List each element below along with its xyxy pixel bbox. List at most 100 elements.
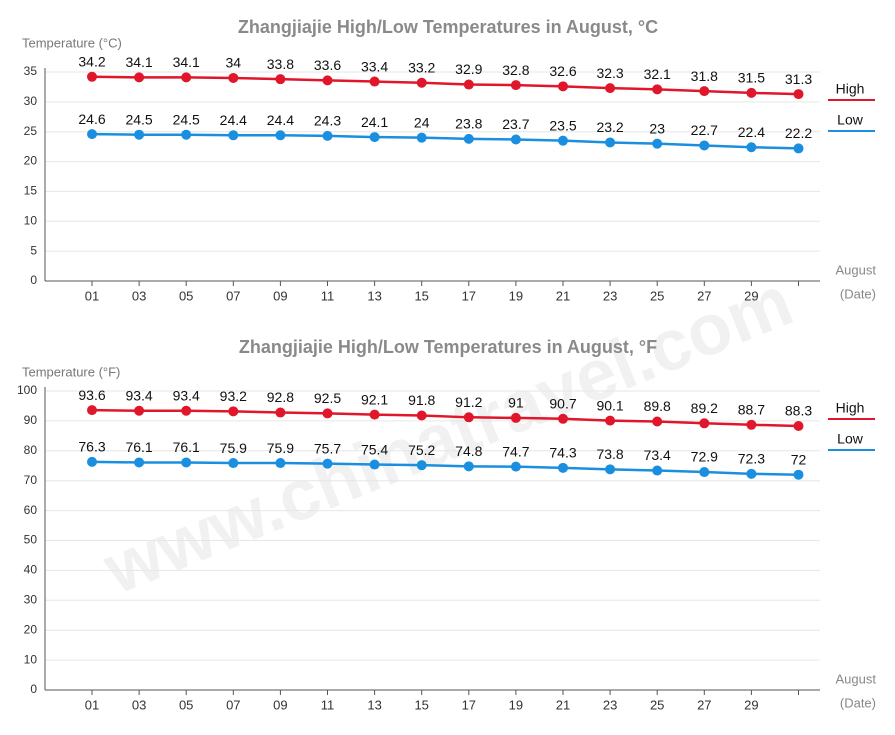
x-tick-label: 27	[697, 288, 711, 303]
data-label: 89.8	[644, 398, 671, 414]
x-tick-label: 29	[744, 697, 758, 712]
data-label: 31.5	[738, 70, 765, 86]
data-label: 73.4	[644, 447, 671, 463]
data-point	[558, 81, 568, 92]
y-tick-label: 0	[30, 273, 37, 287]
data-label: 24.6	[78, 111, 105, 127]
x-axis-unit: (Date)	[840, 695, 876, 710]
data-point	[134, 405, 145, 416]
data-label: 24	[414, 114, 430, 130]
data-label: 88.3	[785, 403, 812, 419]
x-tick-label: 05	[179, 697, 193, 712]
data-point	[322, 458, 333, 469]
x-tick-label: 25	[650, 288, 664, 303]
data-point	[181, 405, 192, 416]
x-tick-label: 09	[273, 697, 287, 712]
y-tick-label: 25	[24, 124, 38, 138]
x-tick-label: 01	[85, 697, 99, 712]
data-point	[510, 134, 521, 145]
data-label: 31.8	[691, 68, 718, 84]
data-point	[558, 135, 568, 146]
data-point	[275, 74, 286, 85]
data-point	[228, 72, 239, 83]
y-tick-label: 15	[24, 184, 38, 198]
data-point	[793, 469, 804, 480]
data-point	[228, 406, 239, 417]
data-label: 33.4	[361, 58, 388, 74]
data-label: 89.2	[691, 400, 718, 416]
data-label: 24.1	[361, 114, 388, 130]
line-series	[91, 460, 799, 476]
chart-title: Zhangjiajie High/Low Temperatures in Aug…	[239, 337, 657, 357]
data-point	[228, 458, 239, 469]
data-label: 73.8	[596, 446, 623, 462]
data-label: 92.1	[361, 391, 388, 407]
data-label: 76.3	[78, 439, 105, 455]
data-point	[463, 412, 474, 423]
data-point	[652, 138, 663, 149]
data-label: 24.5	[173, 111, 200, 127]
data-label: 24.4	[267, 112, 294, 128]
data-point	[699, 418, 710, 429]
y-tick-label: 90	[24, 413, 38, 427]
data-point	[416, 460, 427, 471]
y-tick-label: 50	[24, 533, 38, 547]
data-point	[416, 410, 427, 421]
data-label: 24.4	[220, 112, 247, 128]
data-label: 24.3	[314, 113, 341, 129]
chart-title: Zhangjiajie High/Low Temperatures in Aug…	[238, 17, 658, 37]
data-point	[652, 465, 663, 476]
data-point	[746, 142, 757, 153]
x-tick-label: 15	[414, 697, 428, 712]
data-point	[746, 87, 757, 98]
data-label: 93.6	[78, 387, 105, 403]
data-label: 32.9	[455, 61, 482, 77]
y-tick-label: 80	[24, 443, 38, 457]
data-label: 23.8	[455, 116, 482, 132]
data-label: 75.7	[314, 440, 341, 456]
data-label: 92.5	[314, 390, 341, 406]
data-point	[369, 459, 380, 470]
y-axis-label: Temperature (°F)	[22, 364, 120, 379]
data-point	[510, 461, 521, 472]
data-label: 75.2	[408, 442, 435, 458]
data-label: 92.8	[267, 389, 294, 405]
data-label: 32.8	[502, 62, 529, 78]
data-label: 76.1	[173, 439, 200, 455]
data-point	[275, 458, 286, 469]
data-point	[699, 86, 710, 97]
data-point	[228, 130, 239, 141]
data-point	[463, 133, 474, 144]
data-point	[746, 468, 757, 479]
x-tick-label: 19	[509, 288, 523, 303]
data-label: 24.5	[125, 111, 152, 127]
legend-label: High	[836, 81, 865, 97]
x-tick-label: 03	[132, 288, 146, 303]
x-axis-unit: (Date)	[840, 286, 876, 301]
data-label: 32.3	[596, 65, 623, 81]
line-series	[91, 408, 799, 428]
data-point	[699, 467, 710, 478]
data-label: 93.4	[173, 387, 200, 403]
data-point	[793, 89, 804, 100]
data-point	[558, 462, 568, 473]
y-tick-label: 40	[24, 563, 38, 577]
x-tick-label: 11	[321, 288, 335, 303]
x-tick-label: 13	[367, 697, 381, 712]
watermark: www.chinatravel.com	[92, 261, 803, 610]
data-point	[134, 457, 145, 468]
y-tick-label: 30	[24, 592, 38, 606]
data-label: 22.7	[691, 122, 718, 138]
y-tick-label: 10	[24, 213, 38, 227]
data-label: 22.4	[738, 124, 765, 140]
data-point	[369, 409, 380, 420]
data-point	[652, 84, 663, 95]
y-tick-label: 20	[24, 622, 38, 636]
data-label: 91.8	[408, 392, 435, 408]
y-tick-label: 10	[24, 652, 38, 666]
data-point	[699, 140, 710, 151]
data-point	[275, 407, 286, 418]
data-label: 93.2	[220, 388, 247, 404]
x-tick-label: 07	[226, 288, 240, 303]
